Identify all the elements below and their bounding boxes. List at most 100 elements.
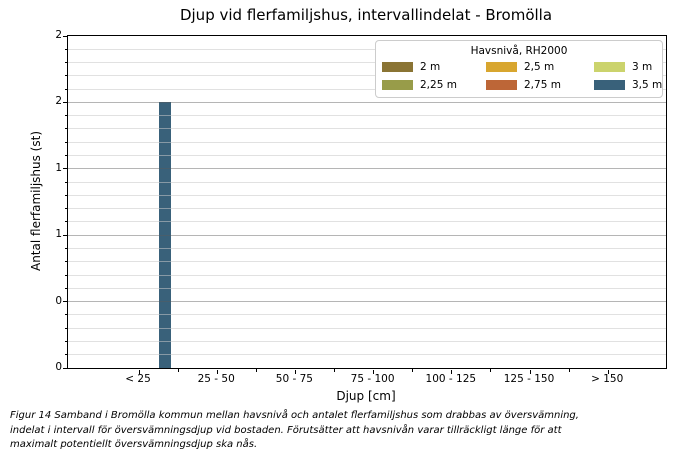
major-gridline bbox=[68, 101, 666, 103]
y-minor-tick bbox=[64, 62, 67, 64]
y-tick-label: 1 bbox=[55, 161, 62, 174]
y-minor-tick bbox=[64, 115, 67, 117]
minor-gridline bbox=[68, 340, 666, 342]
x-tick-label: > 150 bbox=[591, 373, 624, 385]
x-major-tick bbox=[451, 369, 453, 374]
bar-3-5-m bbox=[158, 102, 172, 368]
x-minor-tick bbox=[255, 369, 257, 372]
bars-layer bbox=[68, 36, 666, 368]
minor-gridline bbox=[68, 208, 666, 210]
x-tick-label: 25 - 50 bbox=[197, 373, 235, 385]
y-tick-label: 2 bbox=[55, 29, 62, 41]
y-tick-label: 1 bbox=[55, 228, 62, 241]
x-axis-label: Djup [cm] bbox=[336, 389, 396, 403]
major-gridline bbox=[68, 234, 666, 236]
legend-entry: 3,5 m bbox=[594, 79, 662, 91]
minor-gridline bbox=[68, 181, 666, 183]
y-major-tick bbox=[62, 101, 67, 103]
minor-gridline bbox=[68, 62, 666, 64]
legend-swatch bbox=[486, 80, 517, 90]
x-tick-label: 75 - 100 bbox=[350, 373, 395, 385]
legend-grid: 2 m 2,25 m 2,5 m 2,75 m 3 m 3,5 m bbox=[382, 61, 662, 91]
y-major-tick bbox=[62, 168, 67, 170]
x-tick-label: 100 - 125 bbox=[425, 373, 477, 385]
y-minor-tick bbox=[64, 48, 67, 50]
x-minor-tick bbox=[568, 369, 570, 372]
minor-gridline bbox=[68, 274, 666, 276]
legend-title: Havsnivå, RH2000 bbox=[470, 45, 568, 57]
major-gridline bbox=[68, 301, 666, 303]
minor-gridline bbox=[68, 221, 666, 223]
legend-label: 3,5 m bbox=[632, 79, 663, 91]
y-tick-label: 2 bbox=[55, 95, 62, 108]
y-minor-tick bbox=[64, 314, 67, 316]
legend: Havsnivå, RH2000 2 m 2,25 m 2,5 m 2,75 m 3 m… bbox=[375, 40, 663, 98]
x-minor-tick bbox=[490, 369, 492, 372]
y-major-tick bbox=[62, 35, 67, 37]
x-major-tick bbox=[138, 369, 140, 374]
x-minor-tick bbox=[412, 369, 414, 372]
y-minor-tick bbox=[64, 208, 67, 210]
y-minor-tick bbox=[64, 287, 67, 289]
legend-entry: 2,25 m bbox=[382, 79, 482, 91]
legend-label: 2,5 m bbox=[524, 61, 555, 73]
minor-gridline bbox=[68, 141, 666, 143]
x-major-tick bbox=[607, 369, 609, 374]
y-minor-tick bbox=[64, 274, 67, 276]
ticks-layer bbox=[62, 35, 666, 374]
minor-gridline bbox=[68, 128, 666, 130]
y-minor-tick bbox=[64, 181, 67, 183]
y-minor-tick bbox=[64, 155, 67, 157]
y-minor-tick bbox=[64, 194, 67, 196]
caption-line: indelat i intervall för översvämningsdju… bbox=[10, 424, 562, 436]
minor-gridline bbox=[68, 314, 666, 316]
y-minor-tick bbox=[64, 128, 67, 130]
grid-layer bbox=[68, 36, 666, 368]
x-minor-tick bbox=[334, 369, 335, 372]
y-minor-tick bbox=[64, 327, 67, 329]
minor-gridline bbox=[68, 287, 666, 289]
minor-gridline bbox=[68, 194, 666, 196]
y-minor-tick bbox=[64, 247, 67, 249]
caption-line: Figur 14 Samband i Bromölla kommun mella… bbox=[10, 410, 579, 421]
minor-gridline bbox=[68, 88, 666, 90]
minor-gridline bbox=[68, 75, 666, 77]
minor-gridline bbox=[68, 261, 666, 263]
legend-label: 2,75 m bbox=[524, 79, 561, 91]
legend-swatch bbox=[594, 62, 625, 72]
y-axis-label: Antal flerfamiljshus (st) bbox=[29, 130, 43, 272]
legend-entry: 2,75 m bbox=[486, 79, 590, 91]
x-minor-tick bbox=[177, 369, 179, 372]
x-major-tick bbox=[529, 369, 531, 374]
x-tick-label: < 25 bbox=[125, 373, 151, 385]
x-major-tick bbox=[216, 369, 218, 374]
legend-label: 2,25 m bbox=[420, 79, 457, 91]
y-minor-tick bbox=[64, 340, 67, 342]
y-major-tick bbox=[62, 234, 67, 236]
y-tick-label: 0 bbox=[55, 361, 62, 373]
legend-swatch bbox=[486, 62, 517, 72]
y-major-tick bbox=[62, 367, 67, 369]
minor-gridline bbox=[68, 155, 666, 157]
legend-swatch bbox=[382, 80, 413, 90]
y-minor-tick bbox=[64, 261, 67, 263]
legend-entry: 3 m bbox=[594, 61, 662, 73]
x-tick-label: 125 - 150 bbox=[503, 373, 555, 385]
minor-gridline bbox=[68, 327, 666, 329]
legend-label: 3 m bbox=[632, 61, 653, 73]
y-minor-tick bbox=[64, 88, 67, 90]
y-minor-tick bbox=[64, 75, 67, 77]
minor-gridline bbox=[68, 247, 666, 249]
y-minor-tick bbox=[64, 354, 67, 356]
legend-swatch bbox=[594, 80, 625, 90]
legend-label: 2 m bbox=[420, 61, 441, 73]
y-minor-tick bbox=[64, 141, 67, 143]
caption-line: maximalt potentiellt översvämningsdjup s… bbox=[10, 439, 258, 450]
chart-title: Djup vid flerfamiljshus, intervallindela… bbox=[179, 6, 553, 24]
x-major-tick bbox=[373, 369, 375, 374]
legend-entry: 2 m bbox=[382, 61, 482, 73]
x-major-tick bbox=[294, 369, 296, 374]
x-tick-label: 50 - 75 bbox=[275, 373, 313, 385]
plot-area: Havsnivå, RH2000 2 m 2,25 m 2,5 m 2,75 m 3 m… bbox=[62, 35, 667, 374]
